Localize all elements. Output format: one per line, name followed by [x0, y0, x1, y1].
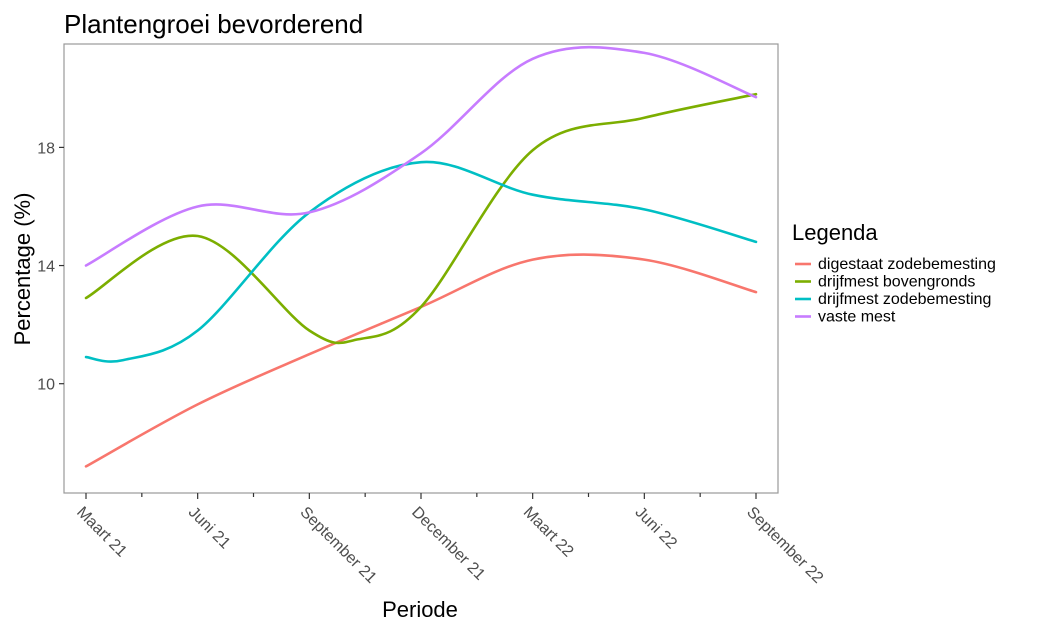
x-tick-label: September 21: [297, 504, 380, 587]
legend-title: Legenda: [792, 220, 878, 245]
x-tick-label: December 21: [408, 504, 488, 584]
y-tick-label: 10: [37, 377, 55, 394]
y-tick-label: 14: [37, 259, 55, 276]
legend-label: vaste mest: [818, 309, 896, 326]
plot-panel: [63, 43, 779, 494]
x-axis: Maart 21 Juni 21 September 21 December 21 Ma…: [73, 493, 826, 587]
legend-label: digestaat zodebemesting: [818, 256, 996, 273]
chart-title: Plantengroei bevorderend: [64, 9, 363, 39]
series-line-2: [84, 92, 758, 345]
x-tick-label: Juni 22: [632, 504, 681, 553]
x-tick-label: Juni 21: [185, 504, 234, 553]
legend-label: drijfmest bovengronds: [818, 274, 975, 291]
x-axis-title: Periode: [382, 597, 458, 622]
series-line-4: [84, 45, 758, 267]
legend: Legenda digestaat zodebemestingdrijfmest…: [792, 220, 996, 326]
x-tick-label: Maart 21: [73, 504, 130, 561]
y-axis-title: Percentage (%): [10, 193, 35, 346]
x-tick-label: Maart 22: [520, 504, 577, 561]
legend-label: drijfmest zodebemesting: [818, 291, 991, 308]
y-axis: 10 14 18: [37, 140, 64, 394]
x-tick-label: September 22: [743, 504, 826, 587]
series-line-3: [84, 160, 758, 363]
series-layer: [84, 45, 758, 468]
y-tick-label: 18: [37, 140, 55, 157]
